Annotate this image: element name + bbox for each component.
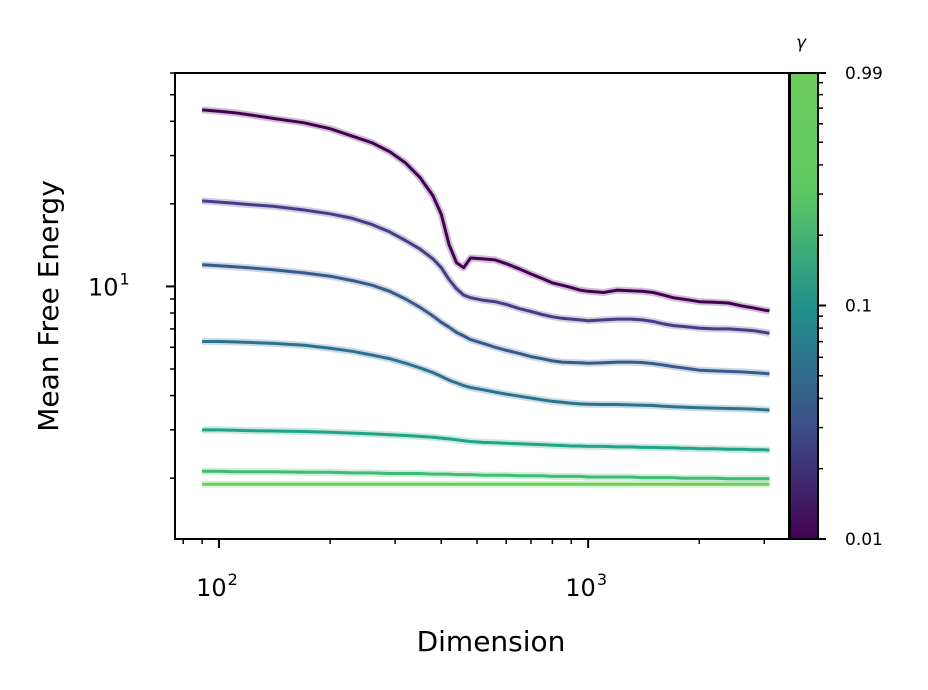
colorbar-label: γ: [796, 33, 807, 53]
colorbar-tick-label-1: 0.99: [845, 64, 883, 84]
series-line-2: [201, 199, 770, 335]
y-tick-label-1: 101: [88, 269, 130, 301]
series-line-4: [202, 340, 770, 412]
colorbar: [789, 72, 819, 540]
series-band-2: [201, 197, 771, 337]
series-line-1: [201, 108, 770, 313]
series-layer: [201, 106, 771, 488]
x-tick-label-1: 102: [196, 570, 238, 602]
series-band-3: [201, 261, 770, 378]
x-axis: 102 103: [182, 539, 766, 602]
colorbar-tick-label-2: 0.1: [845, 296, 872, 316]
series-band-4: [202, 338, 770, 414]
colorbar-ticks: 0.99 0.1 0.01: [818, 64, 883, 550]
series-line-3: [202, 263, 770, 376]
series-line-6: [202, 469, 770, 481]
y-axis-label: Mean Free Energy: [32, 180, 65, 432]
colorbar-tick-label-3: 0.01: [845, 530, 883, 550]
y-axis: 101: [88, 72, 175, 479]
x-axis-label: Dimension: [417, 625, 566, 658]
series-line-5: [202, 428, 770, 452]
x-tick-label-2: 103: [565, 570, 607, 602]
